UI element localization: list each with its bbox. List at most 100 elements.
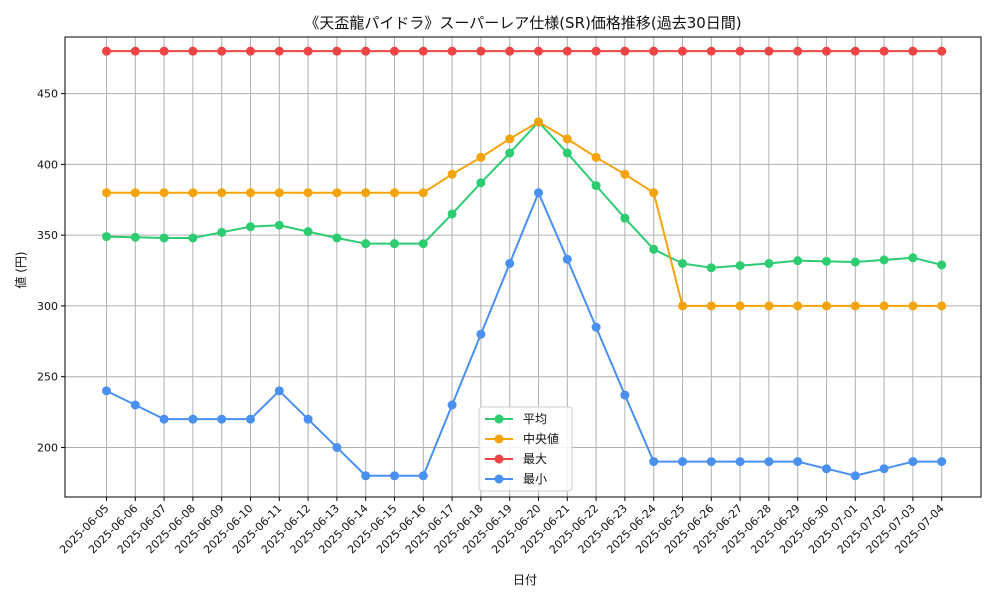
data-point bbox=[361, 471, 371, 481]
y-axis-label: 値 (円) bbox=[13, 251, 28, 288]
data-point bbox=[534, 188, 543, 198]
data-point bbox=[562, 46, 572, 56]
data-point bbox=[390, 239, 399, 249]
legend-box bbox=[478, 406, 573, 492]
data-point bbox=[390, 471, 399, 481]
series-line bbox=[106, 120, 942, 307]
data-point bbox=[850, 471, 860, 481]
data-point bbox=[102, 46, 111, 56]
data-point bbox=[418, 188, 428, 198]
data-point bbox=[591, 46, 601, 56]
data-point bbox=[476, 152, 486, 162]
data-point bbox=[217, 46, 227, 56]
data-point bbox=[793, 256, 803, 266]
data-point bbox=[678, 457, 687, 467]
data-point bbox=[591, 322, 601, 332]
data-point bbox=[505, 258, 515, 268]
data-point bbox=[908, 46, 918, 56]
data-point bbox=[447, 400, 457, 410]
data-point bbox=[246, 188, 255, 198]
data-point bbox=[188, 188, 198, 198]
data-point bbox=[937, 457, 947, 467]
data-point bbox=[908, 457, 918, 467]
data-point bbox=[332, 46, 342, 56]
data-point bbox=[591, 152, 601, 162]
data-point bbox=[390, 46, 399, 56]
data-point bbox=[822, 301, 831, 311]
data-point bbox=[879, 301, 889, 311]
data-point bbox=[505, 46, 515, 56]
data-point bbox=[476, 178, 486, 188]
data-point bbox=[850, 257, 860, 267]
data-point bbox=[159, 414, 169, 424]
data-point bbox=[447, 169, 457, 179]
data-point bbox=[332, 188, 342, 198]
data-point bbox=[620, 213, 630, 223]
data-point bbox=[620, 46, 630, 56]
data-point bbox=[361, 239, 371, 249]
data-point bbox=[188, 233, 198, 243]
data-point bbox=[303, 414, 313, 424]
data-point bbox=[361, 188, 371, 198]
data-point bbox=[706, 263, 716, 273]
y-tick-label: 350 bbox=[37, 229, 58, 242]
data-point bbox=[822, 256, 831, 266]
data-point bbox=[505, 134, 515, 144]
data-point bbox=[418, 239, 428, 249]
data-point bbox=[418, 471, 428, 481]
legend-item: 最大 bbox=[485, 452, 547, 466]
series-line bbox=[106, 190, 942, 477]
data-point bbox=[303, 227, 313, 237]
data-point bbox=[476, 46, 486, 56]
data-point bbox=[274, 220, 284, 230]
data-point bbox=[562, 134, 572, 144]
y-tick-label: 300 bbox=[37, 300, 58, 313]
y-tick-label: 250 bbox=[37, 371, 58, 384]
data-point bbox=[822, 464, 831, 474]
data-point bbox=[246, 222, 255, 232]
data-point bbox=[678, 258, 687, 268]
legend-label: 平均 bbox=[523, 412, 547, 426]
y-tick-label: 450 bbox=[37, 88, 58, 101]
data-point bbox=[764, 301, 774, 311]
legend-label: 中央値 bbox=[523, 431, 559, 446]
data-point bbox=[879, 464, 889, 474]
data-point bbox=[303, 46, 313, 56]
data-point bbox=[159, 188, 169, 198]
data-point bbox=[850, 301, 860, 311]
legend-marker bbox=[494, 454, 504, 464]
data-point bbox=[764, 457, 774, 467]
data-point bbox=[678, 301, 687, 311]
data-point bbox=[102, 386, 111, 396]
data-point bbox=[188, 414, 198, 424]
series-平均 bbox=[102, 117, 947, 273]
y-tick-label: 400 bbox=[37, 158, 58, 171]
data-point bbox=[159, 233, 169, 243]
x-axis-label: 日付 bbox=[513, 573, 537, 587]
data-point bbox=[130, 232, 140, 242]
data-point bbox=[361, 46, 371, 56]
data-point bbox=[217, 227, 227, 237]
data-point bbox=[850, 46, 860, 56]
data-point bbox=[274, 46, 284, 56]
legend-label: 最大 bbox=[523, 452, 547, 466]
data-point bbox=[937, 46, 947, 56]
data-point bbox=[418, 46, 428, 56]
data-point bbox=[735, 261, 745, 271]
data-point bbox=[678, 46, 687, 56]
data-point bbox=[735, 457, 745, 467]
series-中央値 bbox=[102, 117, 947, 311]
data-point bbox=[303, 188, 313, 198]
data-point bbox=[649, 244, 659, 254]
data-point bbox=[879, 46, 889, 56]
data-point bbox=[793, 301, 803, 311]
data-point bbox=[274, 386, 284, 396]
data-point bbox=[130, 188, 140, 198]
data-point bbox=[390, 188, 399, 198]
data-point bbox=[822, 46, 831, 56]
data-point bbox=[274, 188, 284, 198]
data-point bbox=[937, 260, 947, 270]
data-point bbox=[534, 46, 543, 56]
legend-item: 平均 bbox=[485, 412, 547, 426]
legend-marker bbox=[494, 414, 504, 424]
